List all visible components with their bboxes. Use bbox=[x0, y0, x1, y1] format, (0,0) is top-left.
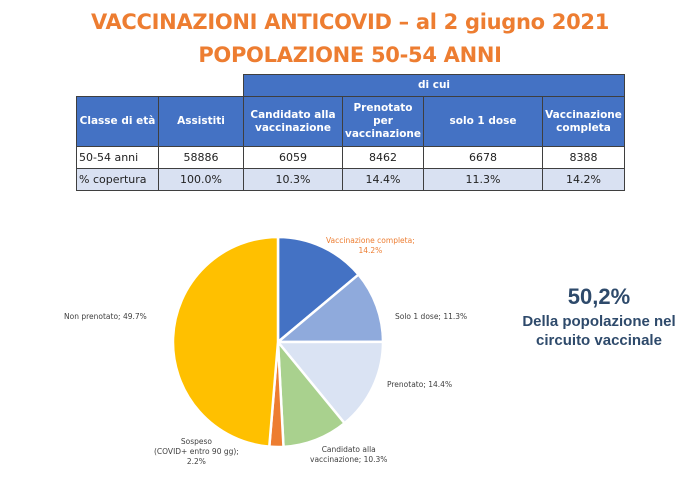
pie-slice bbox=[274, 272, 385, 344]
column-header: Vaccinazione completa bbox=[542, 96, 625, 147]
column-header: Candidato alla vaccinazione bbox=[243, 96, 343, 147]
page-title-line2: POPOLAZIONE 50-54 ANNI bbox=[198, 43, 502, 67]
table-cell: 6059 bbox=[243, 146, 343, 169]
table-row: 50-54 anni 58886 6059 8462 6678 8388 bbox=[76, 146, 625, 169]
kpi-caption-line1: Della popolazione nel bbox=[522, 313, 676, 330]
blank-cell bbox=[76, 74, 159, 97]
table-cell: 10.3% bbox=[243, 168, 343, 191]
table-cell: % copertura bbox=[76, 168, 159, 191]
label-solo-1-dose: Solo 1 dose; 11.3% bbox=[395, 312, 468, 321]
label-line: 2.2% bbox=[186, 457, 206, 466]
kpi-value: 50,2% bbox=[567, 284, 631, 309]
label-non-prenotato: Non prenotato; 49.7% bbox=[64, 312, 147, 321]
column-header: Classe di età bbox=[76, 96, 159, 147]
pie-slices bbox=[171, 235, 385, 449]
label-line: (COVID+ entro 90 gg); bbox=[154, 447, 239, 456]
label-line: vaccinazione; 10.3% bbox=[310, 455, 388, 464]
table-cell: 100.0% bbox=[158, 168, 244, 191]
label-vaccinazione-completa: Vaccinazione completa; 14.2% bbox=[326, 236, 415, 256]
table-row: % copertura 100.0% 10.3% 14.4% 11.3% 14.… bbox=[76, 168, 625, 191]
page-title-line1: VACCINAZIONI ANTICOVID – al 2 giugno 202… bbox=[90, 10, 610, 34]
kpi-caption-line2: circuito vaccinale bbox=[536, 332, 662, 349]
table-cell: 8388 bbox=[542, 146, 625, 169]
table-cell: 58886 bbox=[158, 146, 244, 169]
coverage-table: di cui Classe di età Assistiti Candidato… bbox=[76, 74, 625, 191]
label-candidato: Candidato alla vaccinazione; 10.3% bbox=[310, 445, 387, 465]
label-prenotato: Prenotato; 14.4% bbox=[387, 380, 453, 389]
label-sospeso: Sospeso (COVID+ entro 90 gg); 2.2% bbox=[154, 437, 239, 467]
table-cell: 50-54 anni bbox=[76, 146, 159, 169]
pie-slice bbox=[275, 340, 385, 425]
label-line: 14.2% bbox=[358, 246, 383, 255]
pie-slice bbox=[171, 235, 280, 448]
column-header: Prenotato per vaccinazione bbox=[342, 96, 424, 147]
label-line: Sospeso bbox=[180, 437, 212, 446]
label-line: Candidato alla bbox=[321, 445, 376, 454]
column-header: Assistiti bbox=[158, 96, 244, 147]
table-cell: 14.4% bbox=[342, 168, 424, 191]
group-header: di cui bbox=[243, 74, 625, 97]
blank-cell bbox=[158, 74, 244, 97]
table-cell: 11.3% bbox=[423, 168, 543, 191]
pie-slice bbox=[276, 235, 361, 345]
label-line: Vaccinazione completa; bbox=[326, 236, 415, 245]
table-cell: 14.2% bbox=[542, 168, 625, 191]
